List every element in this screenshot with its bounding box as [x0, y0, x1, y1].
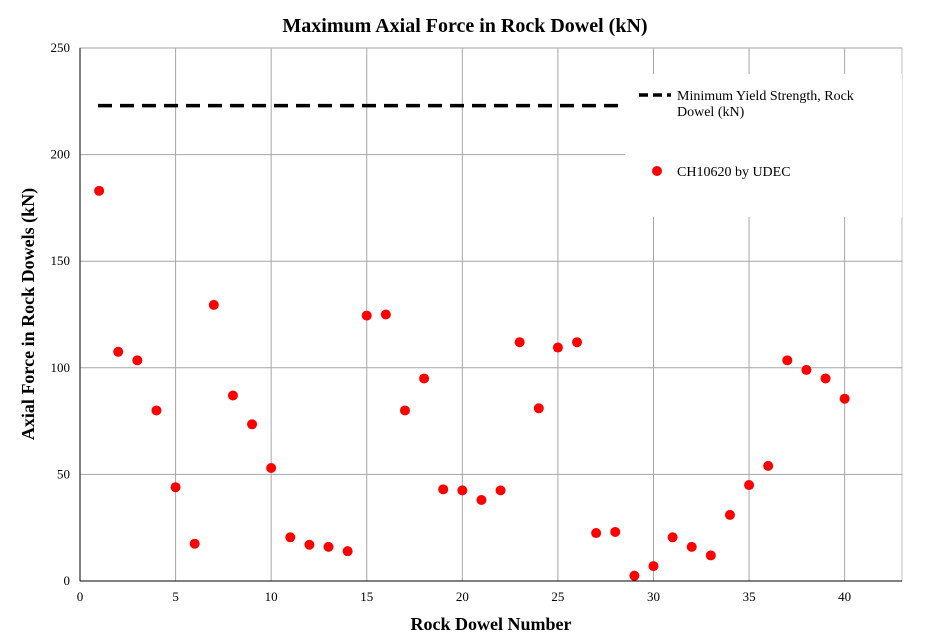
data-point [591, 528, 602, 539]
y-tick-label: 250 [51, 40, 71, 55]
x-tick-label: 10 [265, 589, 278, 604]
axes [79, 48, 902, 582]
data-point [476, 494, 487, 505]
data-point [552, 342, 563, 353]
data-point [189, 538, 200, 549]
data-point [304, 539, 315, 550]
legend-marker-icon [652, 166, 662, 176]
data-point [744, 480, 755, 491]
data-point [648, 561, 659, 572]
data-point [94, 185, 105, 196]
data-point [820, 373, 831, 384]
data-point [227, 390, 238, 401]
data-point [323, 541, 334, 552]
data-point [438, 484, 449, 495]
data-point [533, 403, 544, 414]
data-point [724, 509, 735, 520]
data-point [495, 485, 506, 496]
legend-label-yield-strength: Minimum Yield Strength, Rock [677, 89, 854, 104]
x-tick-label: 0 [77, 589, 84, 604]
x-tick-label: 40 [838, 589, 851, 604]
y-tick-label: 0 [64, 573, 71, 588]
legend-label-series: CH10620 by UDEC [677, 165, 791, 180]
data-point [342, 546, 353, 557]
data-point [667, 532, 678, 543]
legend-label-yield-strength: Dowel (kN) [677, 105, 745, 120]
data-point [399, 405, 410, 416]
data-point [151, 405, 162, 416]
data-point [763, 460, 774, 471]
y-tick-label: 150 [51, 253, 71, 268]
x-tick-label: 30 [647, 589, 660, 604]
y-tick-label: 50 [57, 466, 70, 481]
data-point [113, 346, 124, 357]
tick-labels: 0 5 10 15 20 25 30 35 40 0 50 100 150 200 250 [51, 40, 852, 604]
data-point [572, 337, 583, 348]
x-axis-title: Rock Dowel Number [411, 614, 572, 634]
data-point [629, 570, 640, 581]
x-tick-label: 15 [360, 589, 373, 604]
data-point [208, 299, 219, 310]
data-point [686, 541, 697, 552]
data-point [610, 526, 621, 537]
x-tick-label: 25 [551, 589, 564, 604]
data-point [839, 393, 850, 404]
data-point [266, 463, 277, 474]
data-point [801, 364, 812, 375]
data-point [457, 485, 468, 496]
data-point [705, 550, 716, 561]
x-tick-label: 5 [172, 589, 179, 604]
data-point [419, 373, 430, 384]
data-point [285, 532, 296, 543]
data-point [361, 310, 372, 321]
data-point [380, 309, 391, 320]
chart-title: Maximum Axial Force in Rock Dowel (kN) [282, 15, 647, 37]
legend-box [625, 74, 902, 217]
data-points [94, 185, 850, 581]
data-point [132, 355, 143, 366]
y-tick-label: 200 [51, 147, 71, 162]
x-tick-label: 35 [743, 589, 756, 604]
y-tick-label: 100 [51, 360, 71, 375]
data-point [514, 337, 525, 348]
data-point [782, 355, 793, 366]
data-point [247, 419, 258, 430]
data-point [170, 482, 181, 493]
x-tick-label: 20 [456, 589, 469, 604]
y-axis-title: Axial Force in Rock Dowels (kN) [18, 188, 39, 440]
